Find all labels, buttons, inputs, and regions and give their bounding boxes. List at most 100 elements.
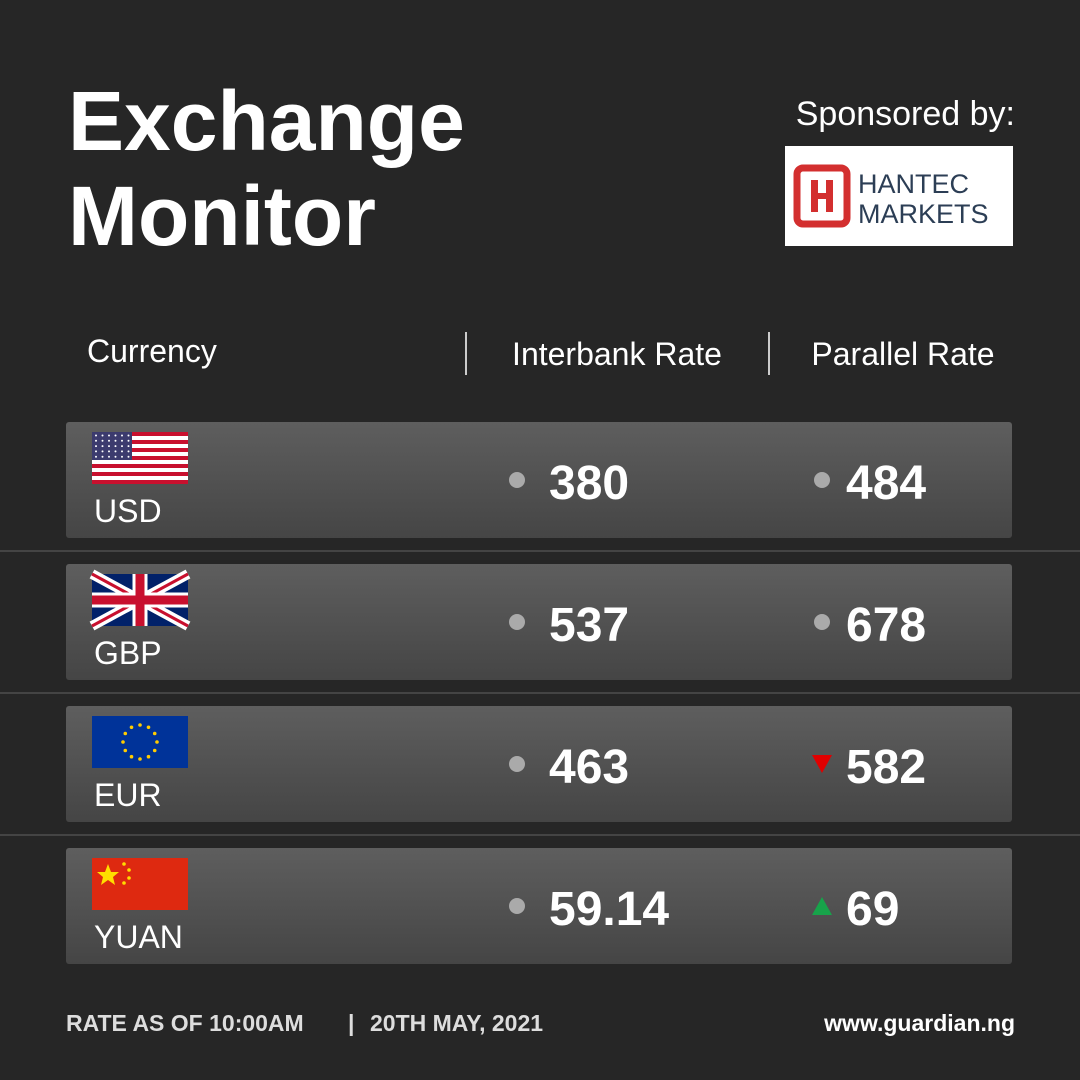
row-box [66,848,1012,964]
column-header: Interbank Rate [512,336,722,372]
star [114,445,117,448]
star [152,731,157,736]
stripe [92,468,188,472]
stripe [92,460,188,464]
stripe [92,444,188,448]
row-box [66,422,1012,538]
flag [92,432,188,484]
stripe [92,464,188,468]
stripe [92,472,188,476]
star [101,439,104,442]
interbank-rate: 537 [549,599,629,652]
trend-up [812,897,832,915]
trend-flat [814,472,830,488]
row: EUR 463 582 [0,692,1080,822]
stripe [92,440,188,444]
star [101,450,104,453]
star [146,754,151,759]
star [95,434,97,437]
column-header: Currency [87,333,217,369]
star [95,439,97,442]
stripe [92,436,188,440]
star [129,725,134,730]
cross-red [92,574,188,626]
star [138,723,142,727]
star [127,445,130,448]
star [122,862,126,866]
star [101,445,104,448]
currency-code: YUAN [94,919,183,955]
stripe [92,452,188,456]
star [108,439,110,442]
column-header: Parallel Rate [811,336,994,372]
trend-flat [814,614,830,630]
logo-text: HANTEC [858,169,969,199]
trend-flat [509,614,525,630]
interbank-rate: 59.14 [549,883,669,936]
star [114,439,117,442]
star [101,434,104,437]
star [97,864,119,885]
star [155,740,159,744]
star [146,725,151,730]
star [114,455,117,458]
trend-flat [509,898,525,914]
star [121,434,123,437]
parallel-rate: 678 [846,599,926,652]
currency-code: USD [94,493,162,529]
footer-time: RATE AS OF 10:00AM [66,1010,304,1036]
sponsor-label: Sponsored by: [796,95,1015,133]
star [121,439,123,442]
star [114,434,117,437]
stripe [92,476,188,480]
flag [92,858,188,910]
flag [89,569,191,631]
canton [92,432,132,460]
stripe [92,456,188,460]
title: Exchange [68,74,465,168]
footer-date: 20TH MAY, 2021 [370,1010,543,1036]
trend-flat [509,472,525,488]
trend-flat [509,756,525,772]
star [121,455,123,458]
interbank-rate: 380 [549,457,629,510]
row-box [66,706,1012,822]
star [127,450,130,453]
star [127,439,130,442]
row: USD 380 484 [66,422,1012,538]
star [121,450,123,453]
row-box [66,564,1012,680]
star [138,757,142,761]
star [95,450,97,453]
parallel-rate: 582 [846,741,926,794]
star [127,434,130,437]
star [95,445,97,448]
star [108,450,110,453]
parallel-rate: 69 [846,883,899,936]
logo-text: MARKETS [858,199,989,229]
star [121,445,123,448]
currency-code: EUR [94,777,162,813]
stripe [92,480,188,484]
sponsor-logo: HANTEC MARKETS [785,146,1013,246]
footer-website: www.guardian.ng [823,1010,1015,1036]
currency-code: GBP [94,635,162,671]
star [108,445,110,448]
star [95,455,97,458]
stripe [92,432,188,436]
flag [92,716,188,768]
star [122,881,126,885]
star [152,748,157,753]
title: Monitor [68,169,376,263]
star [108,455,110,458]
trend-down [812,755,832,773]
footer-sep: | [348,1010,354,1036]
star [127,868,131,872]
star [123,731,128,736]
row: YUAN 59.14 69 [0,834,1080,964]
star [127,876,131,880]
rows: USD 380 484 GBP 537 678 EUR 463 582 YUAN 59.14 69 [0,422,1080,964]
star [101,455,104,458]
star [121,740,125,744]
